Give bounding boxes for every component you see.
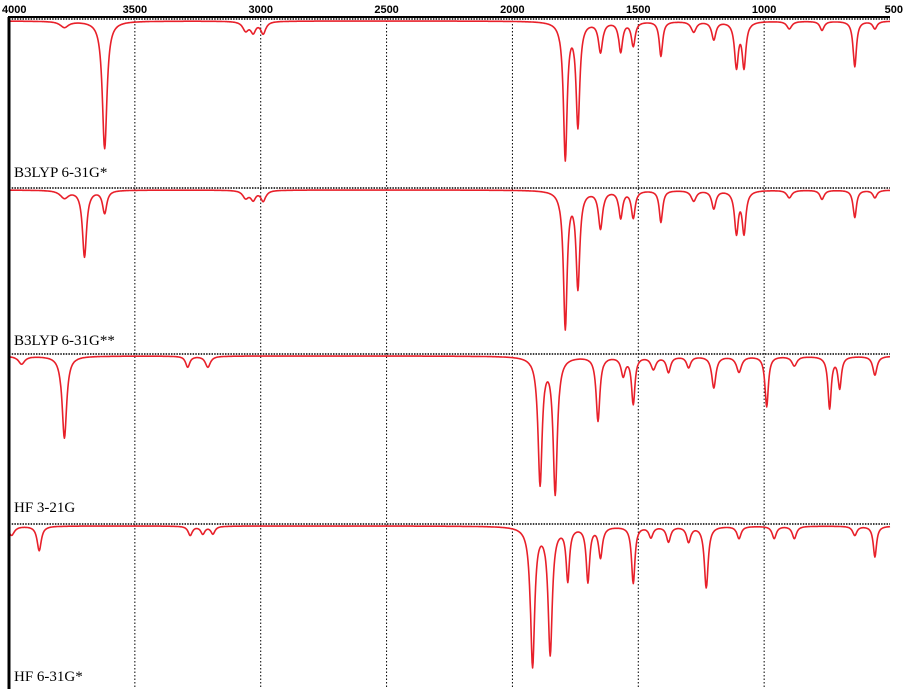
x-axis-tick-labels: 4000 3500 3000 2500 2000 1500 1000 500 — [2, 4, 903, 16]
x-tick-label-3500: 3500 — [123, 4, 147, 16]
panel-baselines — [9, 18, 890, 525]
panel-label-2: B3LYP 6-31G** — [14, 333, 115, 349]
x-tick-label-3000: 3000 — [248, 4, 272, 16]
x-tick-label-2000: 2000 — [500, 4, 524, 16]
x-tick-label-500: 500 — [885, 4, 903, 16]
spectra-traces — [8, 20, 891, 669]
panel-labels: B3LYP 6-31G* B3LYP 6-31G** HF 3-21G HF 6-31… — [14, 165, 115, 685]
spectrum-trace-1 — [8, 20, 891, 162]
spectrum-trace-2 — [8, 189, 891, 331]
x-tick-label-2500: 2500 — [374, 4, 398, 16]
spectrum-trace-3 — [8, 355, 891, 497]
spectrum-trace-4 — [8, 525, 891, 669]
x-tick-label-1000: 1000 — [752, 4, 776, 16]
panel-label-3: HF 3-21G — [14, 500, 75, 516]
vertical-gridlines — [134, 17, 765, 689]
panel-label-4: HF 6-31G* — [14, 669, 83, 685]
panel-label-1: B3LYP 6-31G* — [14, 165, 107, 181]
x-tick-label-4000: 4000 — [2, 4, 26, 16]
x-tick-label-1500: 1500 — [626, 4, 650, 16]
